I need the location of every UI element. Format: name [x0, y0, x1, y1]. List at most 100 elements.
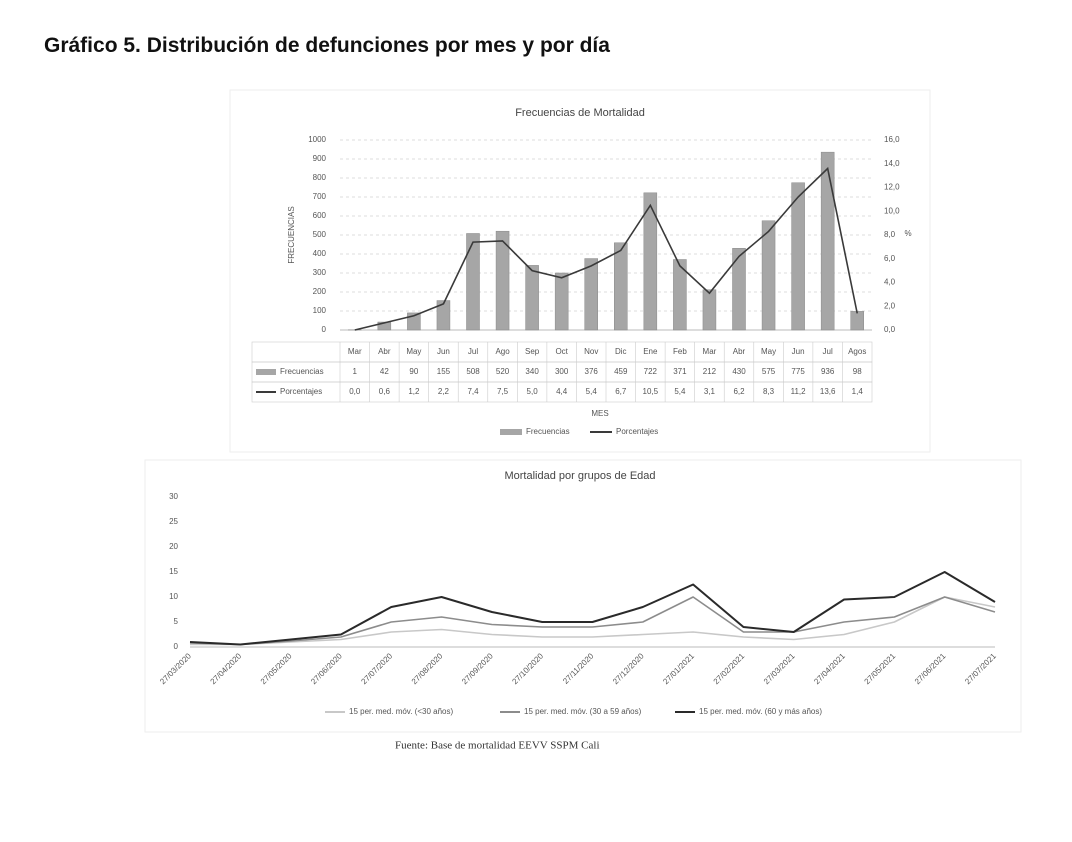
table-cell: 575	[762, 367, 776, 376]
x-tick-label: 27/06/2020	[309, 651, 344, 686]
table-cell: Mar	[348, 347, 362, 356]
y-tick-label: 0	[174, 642, 179, 651]
y-tick-label: 0	[322, 325, 327, 334]
bar	[584, 258, 598, 331]
bar	[732, 248, 746, 331]
table-cell: 376	[585, 367, 599, 376]
bar	[495, 230, 510, 331]
table-cell: 11,2	[791, 387, 807, 396]
bar	[761, 220, 776, 331]
table-cell: Agos	[848, 347, 866, 356]
table-cell: 98	[853, 367, 862, 376]
bar	[554, 272, 569, 331]
source-note: Fuente: Base de mortalidad EEVV SSPM Cal…	[395, 740, 600, 752]
y-tick-label: 100	[313, 306, 327, 315]
y-tick-label: 15	[169, 567, 178, 576]
y-tick-label: 6,0	[884, 254, 896, 263]
legend-label: 15 per. med. móv. (<30 años)	[349, 707, 453, 716]
y-tick-label: 4,0	[884, 278, 896, 287]
legend-label: 15 per. med. móv. (60 y más años)	[699, 707, 822, 716]
bar	[525, 265, 539, 331]
table-cell: May	[406, 347, 421, 356]
y-tick-label: 8,0	[884, 230, 896, 239]
table-cell: Jul	[823, 347, 833, 356]
line	[190, 596, 996, 646]
y-tick-label: 30	[169, 492, 178, 501]
table-cell: 520	[496, 367, 510, 376]
y-tick-label: 2,0	[884, 301, 896, 310]
table-cell: Oct	[555, 347, 568, 356]
table-cell: 508	[466, 367, 480, 376]
x-tick-label: 27/08/2020	[410, 651, 445, 686]
y-tick-label: 12,0	[884, 183, 900, 192]
table-cell: 1,4	[852, 387, 864, 396]
x-tick-label: 27/10/2020	[510, 651, 545, 686]
x-tick-label: 27/04/2021	[812, 651, 847, 686]
chart-frame	[229, 89, 931, 453]
bar	[466, 233, 480, 331]
y-tick-label: 20	[169, 542, 178, 551]
table-cell: 4,4	[556, 387, 568, 396]
table-cell: 430	[732, 367, 746, 376]
table-cell: 8,3	[763, 387, 775, 396]
bar	[614, 242, 628, 331]
y-axis-title: FRECUENCIAS	[287, 206, 296, 263]
y-tick-label: 14,0	[884, 159, 900, 168]
bar	[702, 289, 717, 331]
table-cell: Ene	[643, 347, 658, 356]
line	[189, 571, 996, 646]
table-cell: 7,5	[497, 387, 509, 396]
table-cell: 459	[614, 367, 628, 376]
table-cell: Ago	[495, 347, 510, 356]
chart-frame	[144, 459, 1022, 733]
y-tick-label: 400	[313, 249, 327, 258]
x-tick-label: 27/02/2021	[712, 651, 747, 686]
x-tick-label: 27/05/2021	[863, 651, 898, 686]
table-cell: May	[761, 347, 776, 356]
table-cell: 340	[525, 367, 539, 376]
x-tick-label: 27/09/2020	[460, 651, 495, 686]
bar	[820, 151, 835, 331]
bar	[791, 182, 805, 331]
table-cell: 10,5	[643, 387, 659, 396]
y-tick-label: 25	[169, 517, 178, 526]
chart-title: Frecuencias de Mortalidad	[515, 107, 645, 119]
legend-label: Frecuencias	[526, 427, 570, 436]
x-tick-label: 27/03/2020	[158, 651, 193, 686]
x-tick-label: 27/01/2021	[661, 651, 696, 686]
table-cell: 42	[380, 367, 389, 376]
table-cell: 3,1	[704, 387, 716, 396]
table-cell: 212	[703, 367, 717, 376]
table-cell: Abr	[733, 347, 746, 356]
table-cell: Nov	[584, 347, 598, 356]
table-cell: 5,4	[586, 387, 598, 396]
table-cell: 371	[673, 367, 687, 376]
x-tick-label: 27/05/2020	[259, 651, 294, 686]
page-title: Gráfico 5. Distribución de defunciones p…	[44, 34, 610, 57]
bar	[850, 311, 864, 331]
table-cell: Jun	[437, 347, 450, 356]
bar	[436, 300, 451, 331]
table-row-label: Frecuencias	[280, 367, 324, 376]
y-tick-label: 16,0	[884, 135, 900, 144]
table-cell: 1	[353, 367, 358, 376]
bar	[643, 192, 658, 331]
bar	[377, 321, 392, 331]
x-tick-label: 27/03/2021	[762, 651, 797, 686]
legend-label: Porcentajes	[616, 427, 658, 436]
y-tick-label: 200	[313, 287, 327, 296]
table-cell: 155	[437, 367, 451, 376]
x-tick-label: 27/07/2021	[963, 651, 998, 686]
table-cell: 6,2	[733, 387, 745, 396]
table-cell: 0,0	[349, 387, 361, 396]
table-cell: Abr	[378, 347, 391, 356]
table-cell: Jun	[792, 347, 805, 356]
x-tick-label: 27/12/2020	[611, 651, 646, 686]
y2-axis-title: %	[904, 229, 911, 238]
y-tick-label: 5	[174, 617, 179, 626]
y-tick-label: 300	[313, 268, 327, 277]
x-tick-label: 27/06/2021	[913, 651, 948, 686]
y-tick-label: 10	[169, 592, 178, 601]
y-tick-label: 600	[313, 211, 327, 220]
